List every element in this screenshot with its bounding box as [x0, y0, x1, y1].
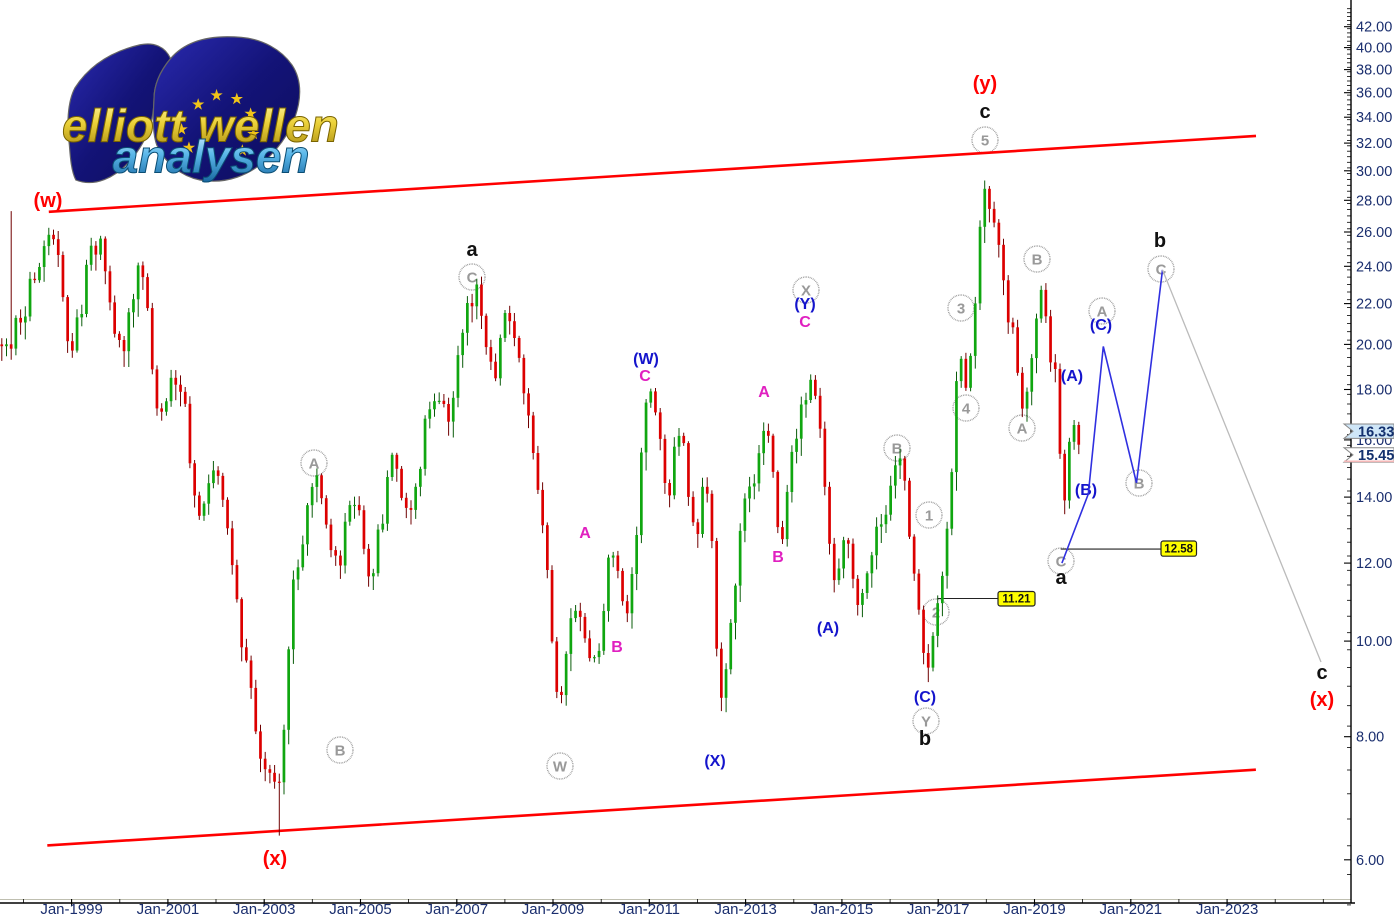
- svg-text:Jan-2011: Jan-2011: [619, 901, 680, 918]
- svg-text:C: C: [467, 270, 478, 287]
- svg-text:(x): (x): [1310, 689, 1334, 711]
- svg-text:24.00: 24.00: [1356, 259, 1392, 275]
- svg-text:(x): (x): [263, 848, 287, 870]
- svg-text:1: 1: [925, 508, 933, 525]
- svg-text:b: b: [919, 728, 931, 750]
- svg-text:A: A: [579, 525, 591, 542]
- svg-text:8.00: 8.00: [1356, 730, 1384, 746]
- svg-text:(C): (C): [914, 689, 936, 706]
- svg-text:a: a: [1055, 567, 1067, 589]
- svg-text:A: A: [758, 384, 770, 401]
- svg-text:b: b: [1154, 230, 1166, 252]
- svg-text:(X): (X): [704, 753, 725, 770]
- svg-text:5: 5: [981, 133, 989, 150]
- svg-text:11.21: 11.21: [1002, 593, 1031, 605]
- svg-text:14.00: 14.00: [1356, 490, 1392, 506]
- svg-text:(C): (C): [1090, 317, 1112, 334]
- svg-text:Jan-2021: Jan-2021: [1100, 901, 1163, 918]
- svg-text:Jan-1999: Jan-1999: [40, 901, 103, 918]
- svg-text:(Y): (Y): [794, 296, 815, 313]
- svg-text:B: B: [892, 441, 903, 458]
- svg-text:B: B: [772, 549, 784, 566]
- svg-text:34.00: 34.00: [1356, 110, 1392, 126]
- svg-text:B: B: [335, 743, 346, 760]
- svg-text:Jan-2015: Jan-2015: [811, 901, 874, 918]
- svg-text:a: a: [466, 239, 478, 261]
- svg-text:W: W: [553, 759, 568, 776]
- svg-text:6.00: 6.00: [1356, 853, 1384, 869]
- svg-text:12.58: 12.58: [1164, 543, 1193, 555]
- svg-text:36.00: 36.00: [1356, 86, 1392, 102]
- svg-text:B: B: [611, 639, 623, 656]
- svg-text:Jan-2005: Jan-2005: [329, 901, 392, 918]
- svg-text:Jan-2017: Jan-2017: [907, 901, 970, 918]
- svg-text:16.33: 16.33: [1358, 425, 1394, 441]
- svg-text:(A): (A): [817, 620, 839, 637]
- svg-text:40.00: 40.00: [1356, 41, 1392, 57]
- svg-text:12.00: 12.00: [1356, 556, 1392, 572]
- svg-text:Jan-2003: Jan-2003: [233, 901, 296, 918]
- svg-text:analysen: analysen: [113, 131, 310, 183]
- svg-text:c: c: [979, 101, 990, 123]
- svg-text:A: A: [309, 456, 320, 473]
- svg-text:C: C: [799, 314, 811, 331]
- svg-text:18.00: 18.00: [1356, 383, 1392, 399]
- svg-text:28.00: 28.00: [1356, 193, 1392, 209]
- svg-text:20.00: 20.00: [1356, 337, 1392, 353]
- svg-text:C: C: [639, 368, 651, 385]
- svg-text:15.45: 15.45: [1358, 448, 1394, 464]
- svg-text:3: 3: [957, 301, 965, 318]
- svg-text:B: B: [1032, 252, 1043, 269]
- svg-text:Jan-2019: Jan-2019: [1003, 901, 1066, 918]
- svg-text:10.00: 10.00: [1356, 634, 1392, 650]
- svg-text:32.00: 32.00: [1356, 136, 1392, 152]
- svg-text:30.00: 30.00: [1356, 164, 1392, 180]
- svg-text:38.00: 38.00: [1356, 63, 1392, 79]
- svg-text:22.00: 22.00: [1356, 297, 1392, 313]
- svg-text:(B): (B): [1075, 482, 1097, 499]
- svg-text:c: c: [1316, 662, 1327, 684]
- svg-text:26.00: 26.00: [1356, 225, 1392, 241]
- svg-text:Jan-2007: Jan-2007: [426, 901, 489, 918]
- svg-text:Jan-2009: Jan-2009: [522, 901, 585, 918]
- svg-text:Jan-2023: Jan-2023: [1196, 901, 1259, 918]
- svg-text:(w): (w): [34, 190, 63, 212]
- svg-text:(W): (W): [633, 351, 659, 368]
- svg-text:4: 4: [962, 401, 971, 418]
- svg-text:Jan-2013: Jan-2013: [714, 901, 777, 918]
- svg-text:42.00: 42.00: [1356, 20, 1392, 36]
- svg-text:(A): (A): [1061, 368, 1083, 385]
- svg-text:(y): (y): [973, 73, 997, 95]
- svg-text:A: A: [1017, 421, 1028, 438]
- svg-text:Jan-2001: Jan-2001: [137, 901, 200, 918]
